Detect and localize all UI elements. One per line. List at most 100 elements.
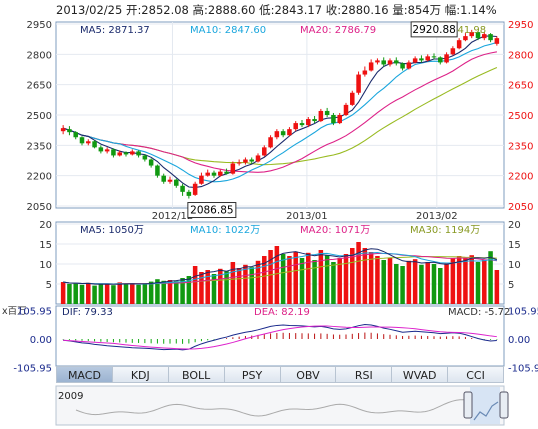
candle-body [174,179,179,186]
candle-body [324,110,330,115]
volume-bar [123,284,129,304]
volume-bar [211,274,217,304]
volume-bar [400,266,405,304]
candle-body [161,175,166,182]
price-tick-left: 2200 [27,172,52,183]
volume-bar [475,262,481,304]
volume-bar [350,248,355,304]
candle-body [86,141,91,144]
volume-bar [167,280,173,304]
volume-bar [488,251,493,304]
volume-bar [230,262,236,304]
volume-tick-left: 10 [39,260,52,271]
dif-line [63,323,497,351]
macd-label: DIF: 79.33 [62,307,113,318]
volume-bar [60,282,66,304]
volume-bar [174,281,179,304]
candle-body [482,34,487,39]
volume-bar [92,285,97,304]
navigator-handle-right[interactable] [499,391,509,419]
volume-bar [287,256,292,304]
tab-wvad[interactable]: WVAD [392,366,449,383]
tab-psy[interactable]: PSY [224,366,281,383]
candle-body [331,115,336,124]
candle-body [475,32,481,39]
volume-bar [148,281,154,304]
tab-cci[interactable]: CCI [448,366,504,383]
candle-body [130,151,135,155]
candle-body [394,60,399,64]
volume-bar [463,258,468,304]
tab-kdj[interactable]: KDJ [112,366,169,383]
price-tick-left: 2800 [27,50,52,61]
volume-bar [236,268,242,304]
macd-tick-right: 105.95 [508,307,538,318]
candle-body [243,159,248,163]
volume-bar [482,260,487,304]
candle-body [293,123,298,130]
volume-bar [362,248,368,304]
volume-bar [494,270,500,304]
candle-body [199,175,204,184]
candle-body [375,60,380,63]
volume-bar [205,270,210,304]
macd-tick-right: 0.00 [508,335,530,346]
volume-bar [104,283,110,304]
volume-bar [331,262,336,304]
price-ma-label: MA10: 2847.60 [190,25,266,36]
candle-body [249,159,254,162]
navigator-frame [55,385,505,426]
tab-macd[interactable]: MACD [56,366,113,383]
tab-obv[interactable]: OBV [280,366,337,383]
candle-body [299,123,305,126]
volume-bar [79,284,85,304]
price-tick-right: 2050 [508,202,533,213]
candle-body [494,38,500,44]
candle-body [444,54,449,63]
candle-body [155,165,160,176]
price-tick-right: 2200 [508,172,533,183]
volume-bar [262,256,267,304]
candle-body [167,179,173,182]
price-tick-right: 2800 [508,50,533,61]
volume-tick-left: 15 [39,240,52,251]
volume-bar [394,264,399,304]
candle-body [180,185,185,192]
volume-bar [299,258,305,304]
low-callout-box [187,202,237,219]
volume-bar [280,254,286,304]
high-callout-box [410,21,458,38]
candle-body [117,152,122,156]
macd-label: MACD: -5.72 [448,307,510,318]
volume-bar [218,268,223,304]
price-x-label: 2012/12 [152,211,194,222]
volume-tick-right: 5 [508,280,514,291]
navigator-handle-left[interactable] [463,391,473,419]
indicator-tabs: MACD KDJ BOLL PSY OBV RSI WVAD CCI [56,366,504,383]
candle-body [350,92,355,105]
volume-bar [293,252,298,304]
candle-body [488,34,493,41]
volume-bar [469,255,474,304]
tab-boll[interactable]: BOLL [168,366,225,383]
volume-ma-label: MA20: 1071万 [300,225,370,236]
tab-rsi[interactable]: RSI [336,366,393,383]
volume-bar [117,282,122,304]
candle-body [381,60,386,65]
candle-body [192,183,198,195]
navigator-window-line [473,401,499,421]
ma5-line [62,35,497,188]
quote-header: 2013/02/25 开:2852.08 高:2888.60 低:2843.17… [56,3,497,17]
candle-body [387,60,393,65]
price-tick-right: 2650 [508,81,533,92]
volume-bar [142,284,148,304]
volume-bar [130,283,135,304]
volume-bar [324,255,330,304]
candle-body [92,141,97,148]
volume-bar [136,284,141,304]
macd-panel-frame [55,305,505,367]
macd-tick-left: -105.95 [13,364,52,375]
price-ma-label: MA20: 2786.79 [300,25,376,36]
